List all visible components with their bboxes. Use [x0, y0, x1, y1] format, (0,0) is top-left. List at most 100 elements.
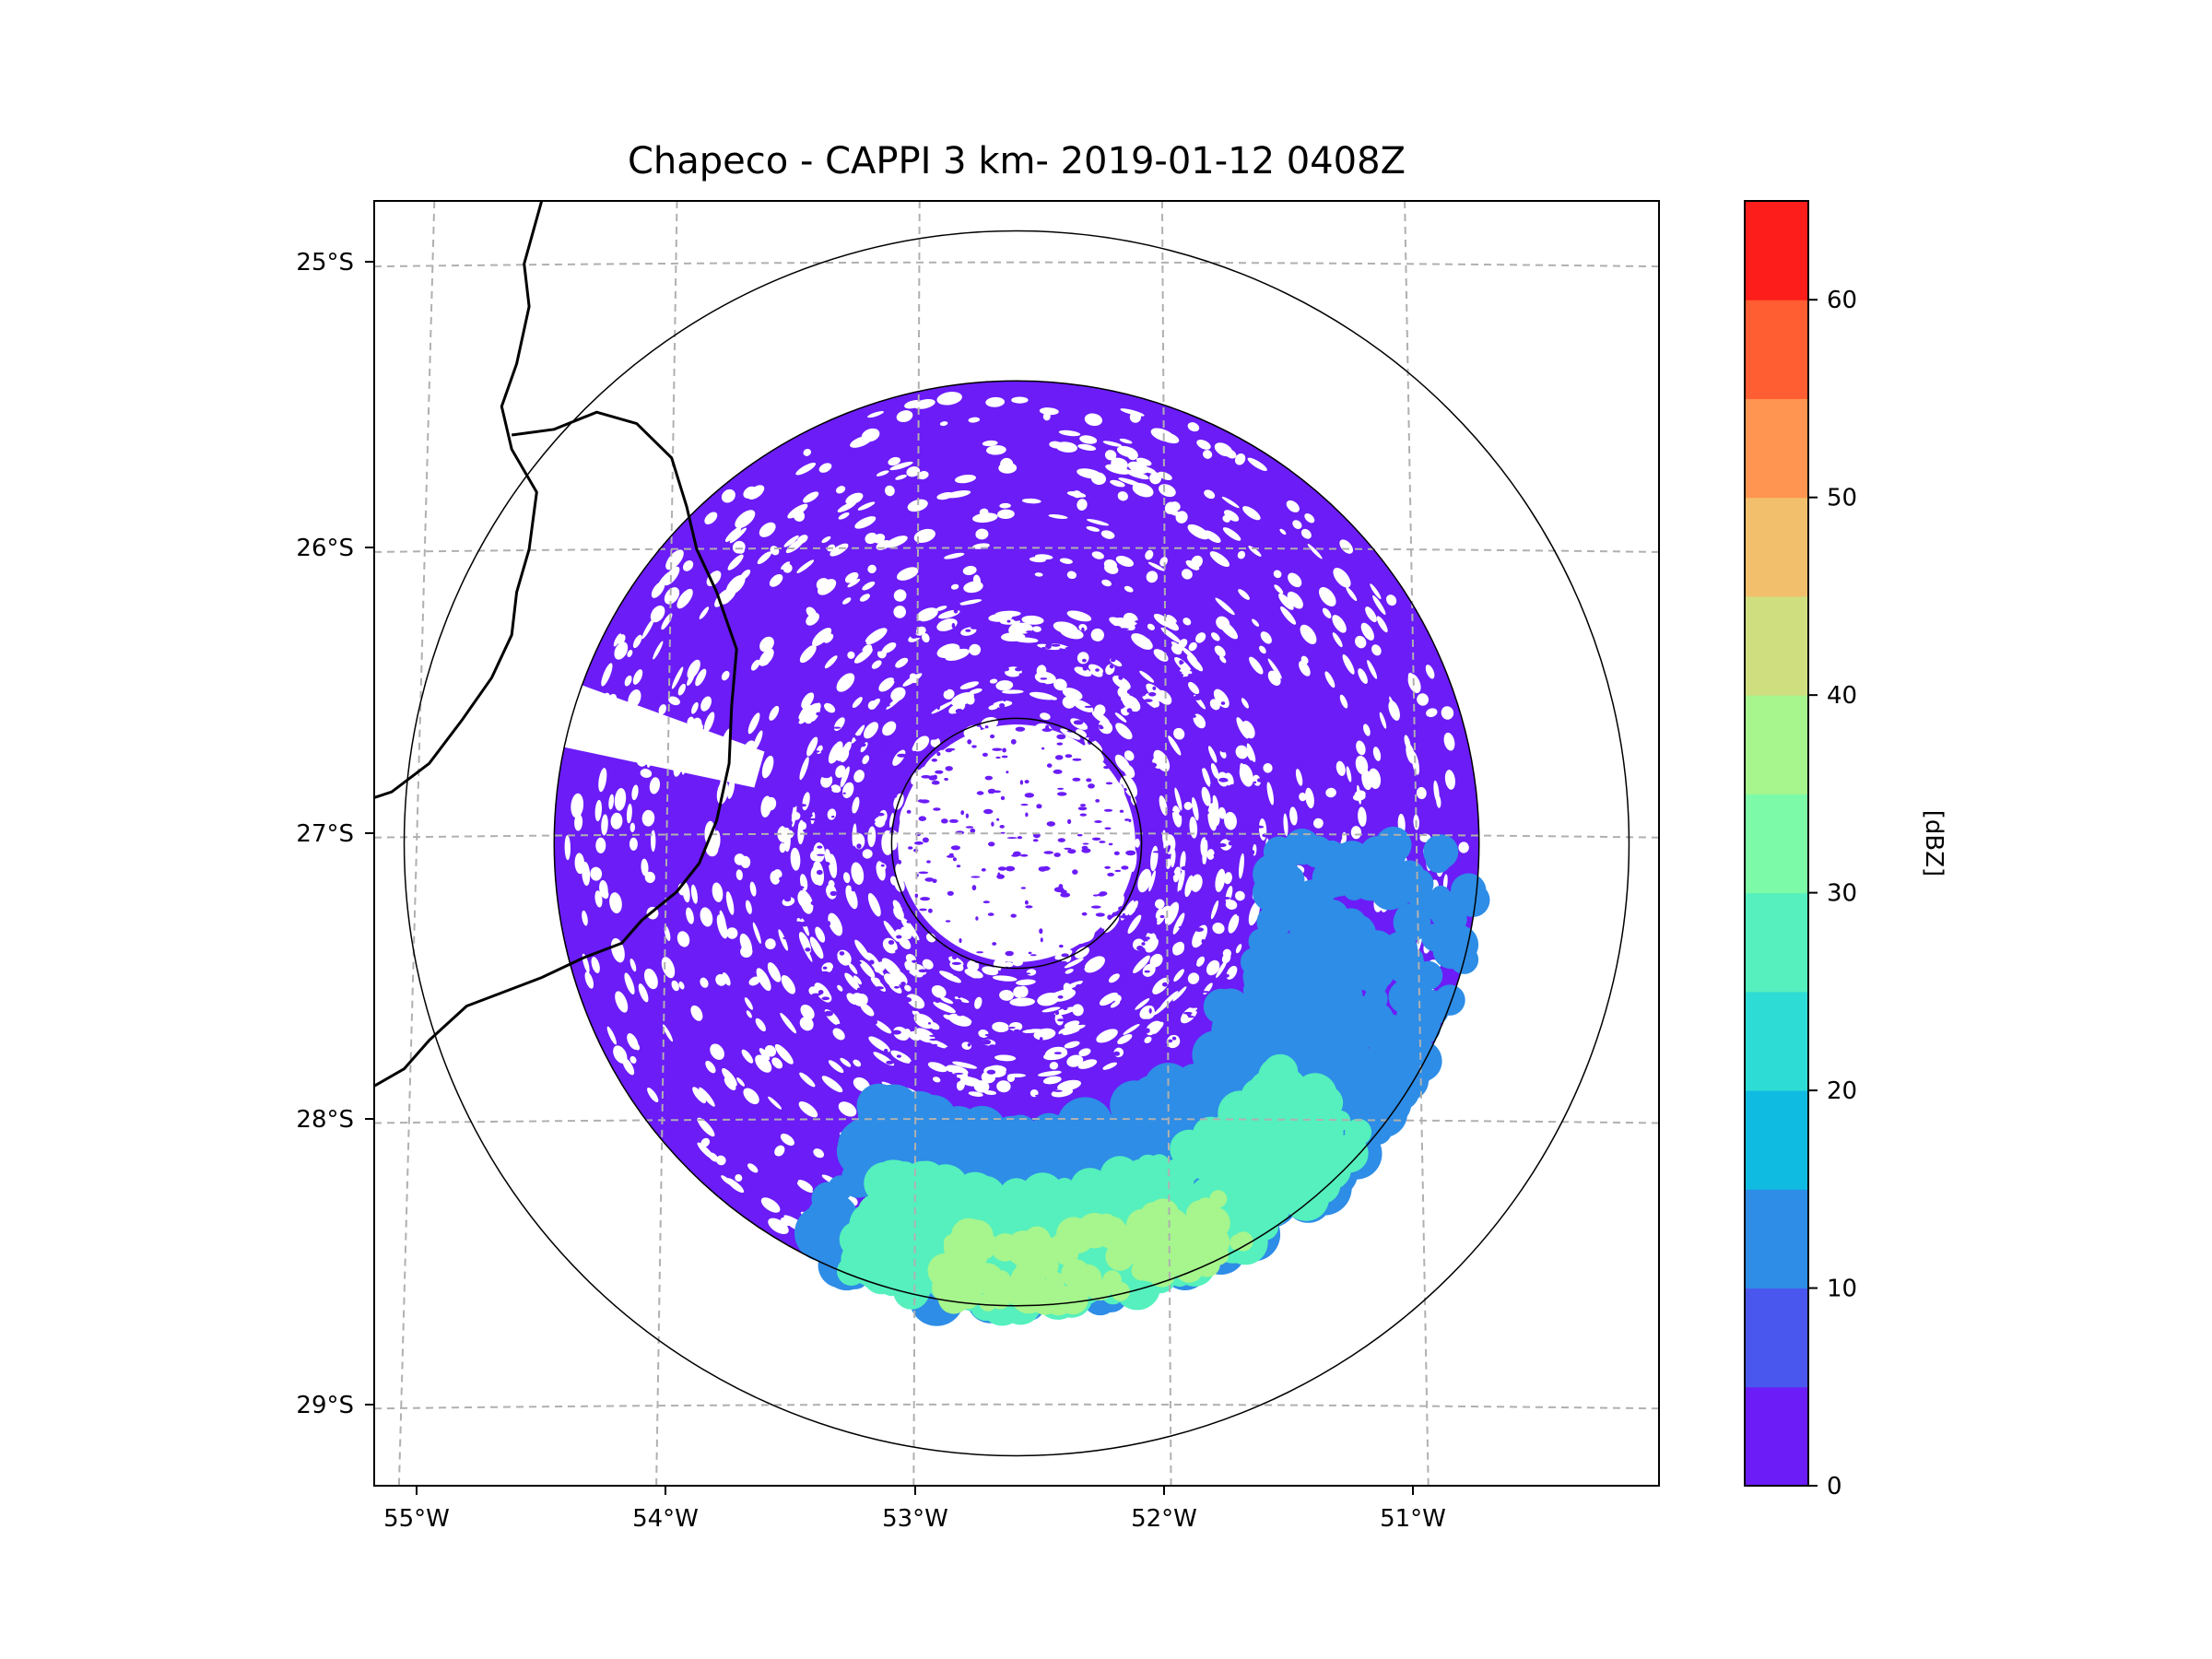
- gap-blob: [1002, 850, 1013, 860]
- colorbar-band: [1745, 1090, 1808, 1190]
- colorbar-band: [1745, 695, 1808, 794]
- gap-blob: [1121, 777, 1132, 796]
- speckle: [1122, 1042, 1131, 1048]
- gap-blob: [893, 906, 904, 921]
- gap-blob: [799, 1017, 814, 1031]
- meridian-line: [397, 201, 436, 1486]
- speckle: [988, 789, 992, 794]
- gap-blob: [935, 606, 947, 611]
- gap-blob: [746, 1010, 752, 1018]
- gap-blob: [1168, 735, 1182, 756]
- gap-blob: [845, 885, 858, 910]
- gap-blob: [608, 794, 615, 810]
- y-axis-ticks: 25°S 26°S 27°S 28°S 29°S: [296, 249, 374, 1419]
- speckle: [986, 1069, 996, 1075]
- gap-blob: [1039, 407, 1059, 416]
- gap-blob: [1053, 929, 1061, 935]
- speckle: [944, 778, 948, 781]
- gap-blob: [996, 1080, 1011, 1093]
- echo-strong: [907, 1216, 951, 1259]
- speckle: [1100, 743, 1108, 747]
- coastline-borders: [374, 201, 738, 1088]
- speckle: [931, 1043, 938, 1047]
- gap-blob: [1119, 438, 1133, 444]
- gap-blob: [895, 831, 909, 845]
- gap-blob: [755, 1018, 766, 1032]
- speckle: [1173, 715, 1179, 719]
- speckle: [948, 818, 959, 823]
- echo-moderate: [1287, 903, 1307, 923]
- gap-blob: [1062, 696, 1076, 709]
- gap-blob: [979, 508, 989, 516]
- gap-blob: [584, 971, 594, 989]
- speckle: [1045, 643, 1052, 650]
- gap-blob: [658, 704, 667, 715]
- gap-blob: [1127, 914, 1142, 935]
- speckle: [1056, 742, 1064, 746]
- gap-blob: [1186, 655, 1204, 672]
- gap-blob: [842, 597, 852, 605]
- gap-blob: [970, 853, 981, 866]
- speckle: [1000, 831, 1006, 834]
- speckle: [1013, 618, 1020, 621]
- gap-blob: [1238, 589, 1250, 600]
- speckle: [1205, 810, 1209, 815]
- gap-blob: [895, 657, 909, 668]
- gap-blob: [959, 774, 974, 787]
- echo-moderate: [1041, 1122, 1071, 1151]
- gap-blob: [1090, 628, 1104, 641]
- gap-blob: [912, 1009, 920, 1017]
- gap-blob: [1031, 853, 1048, 872]
- gap-blob: [1416, 786, 1427, 800]
- gap-blob: [982, 440, 998, 447]
- speckle: [952, 971, 960, 977]
- gap-blob: [721, 670, 730, 681]
- echo-moderate: [1380, 1014, 1402, 1036]
- gap-blob: [725, 891, 735, 915]
- gap-blob: [838, 1101, 857, 1117]
- gap-blob: [1049, 1062, 1059, 1070]
- gap-blob: [851, 724, 865, 744]
- speckle: [1138, 1031, 1147, 1035]
- speckle: [1010, 913, 1017, 918]
- speckle: [1205, 912, 1207, 919]
- gap-blob: [878, 677, 895, 692]
- gap-blob: [1059, 626, 1084, 640]
- colorbar-tick-label: 30: [1827, 880, 1857, 908]
- gap-blob: [1312, 818, 1324, 829]
- gap-blob: [874, 817, 886, 828]
- gap-blob: [969, 688, 982, 695]
- speckle: [1106, 1053, 1112, 1059]
- speckle: [1122, 983, 1126, 989]
- gap-blob: [1124, 820, 1132, 830]
- speckle: [842, 792, 846, 794]
- y-tick-label: 27°S: [296, 820, 354, 848]
- speckle: [1057, 838, 1066, 842]
- gap-blob: [821, 535, 831, 544]
- speckle: [1025, 1066, 1034, 1073]
- speckle: [853, 909, 859, 913]
- speckle: [992, 747, 1003, 751]
- colorbar-band: [1745, 398, 1808, 499]
- gap-blob: [1033, 782, 1047, 795]
- gap-blob: [1360, 622, 1374, 641]
- gap-blob: [889, 838, 898, 851]
- speckle: [831, 816, 835, 818]
- speckle: [1043, 606, 1053, 611]
- gap-blob: [840, 1057, 852, 1067]
- speckle: [1126, 708, 1133, 713]
- speckle: [1041, 728, 1053, 732]
- speckle: [856, 843, 862, 849]
- gap-blob: [1184, 875, 1194, 898]
- speckle: [1010, 738, 1017, 745]
- gap-blob: [859, 594, 870, 602]
- gap-blob: [1009, 997, 1035, 1006]
- gap-blob: [1064, 958, 1084, 969]
- speckle: [978, 676, 986, 678]
- echo-strong: [1286, 1173, 1328, 1216]
- speckle: [945, 920, 951, 923]
- gap-blob: [697, 1117, 715, 1137]
- speckle: [862, 713, 867, 716]
- speckle: [1046, 592, 1053, 594]
- speckle: [1041, 641, 1051, 643]
